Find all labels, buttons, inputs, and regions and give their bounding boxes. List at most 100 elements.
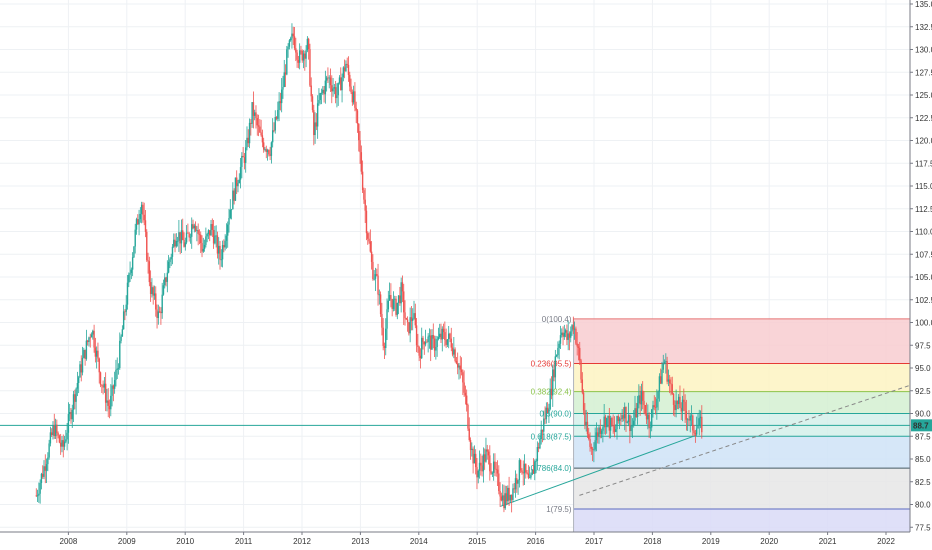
candle-up [448, 333, 450, 340]
candle-down [323, 89, 325, 95]
candle-down [685, 410, 688, 420]
candle-down [519, 460, 522, 471]
candle-up [409, 317, 411, 334]
candle-up [140, 204, 143, 214]
y-tick-label: 82.5 [915, 478, 931, 487]
candle-down [356, 110, 359, 124]
candle-down [304, 53, 306, 59]
candle-down [645, 413, 648, 420]
fib-level-label-1: 1(79.5) [546, 505, 572, 514]
candle-up [206, 234, 208, 237]
candle-up [218, 245, 220, 254]
candle-up [439, 333, 441, 338]
candle-down [216, 235, 219, 254]
candle-down [360, 152, 363, 172]
candle-down [354, 91, 356, 108]
candle-down [257, 125, 260, 127]
candle-down [612, 425, 614, 427]
candle-up [686, 419, 689, 421]
candle-down [445, 339, 447, 345]
candle-down [142, 204, 144, 215]
candle-up [277, 109, 279, 119]
candle-up [573, 328, 576, 330]
y-axis[interactable]: 77.5 80.0 82.5 85.0 87.5 90.0 92.5 95.0 97.5 100.… [909, 0, 932, 550]
candle-down [550, 388, 553, 396]
candle-down [415, 325, 418, 346]
candle-up [157, 311, 160, 319]
candle-up [135, 219, 138, 230]
candle-up [241, 155, 243, 168]
candle-down [372, 261, 374, 280]
candle-down [590, 446, 593, 449]
candle-up [237, 183, 239, 187]
candle-down [350, 86, 352, 93]
candle-down [99, 372, 102, 385]
candle-up [134, 229, 136, 247]
candle-down [309, 49, 311, 86]
candle-down [568, 333, 571, 338]
x-axis-background [0, 532, 932, 550]
candle-down [273, 130, 275, 132]
candle-down [653, 405, 655, 408]
candle-down [611, 417, 613, 426]
candle-down [418, 346, 420, 356]
candle-down [525, 463, 527, 473]
candle-down [500, 496, 503, 501]
candle-up [571, 325, 573, 332]
candle-up [523, 463, 526, 474]
drawings[interactable] [0, 381, 922, 507]
candle-down [454, 349, 456, 361]
candle-up [624, 406, 626, 419]
candle-up [43, 466, 45, 477]
candle-down [582, 392, 585, 411]
candle-down [659, 376, 662, 384]
candle-down [433, 338, 436, 351]
candle-up [512, 488, 514, 500]
x-tick-label: 2012 [293, 537, 311, 546]
candle-down [89, 337, 91, 339]
candle-up [220, 259, 222, 261]
fibonacci-retracement[interactable]: 0(100.4)0.236(95.5)0.382(92.4)0.5(90.0)0… [531, 315, 910, 532]
candle-down [42, 473, 44, 477]
candle-down [383, 345, 386, 349]
candle-up [278, 101, 280, 110]
candle-down [449, 333, 451, 339]
candle-down [104, 383, 107, 403]
candle-up [166, 272, 169, 282]
candle-down [666, 361, 668, 382]
candle-up [606, 418, 608, 428]
candle-up [314, 122, 316, 136]
candle-up [88, 337, 90, 343]
candles [35, 23, 703, 513]
candle-down [476, 467, 478, 478]
candle-up [473, 453, 476, 464]
candle-up [286, 49, 288, 75]
candle-up [594, 440, 596, 450]
candle-up [322, 89, 324, 93]
candle-down [474, 453, 477, 468]
candle-up [446, 339, 449, 345]
candle-down [496, 469, 499, 474]
trendline[interactable] [500, 434, 697, 507]
x-axis[interactable]: 2008 2009 2010 2011 2012 2013 2014 2015 2016 2017… [0, 531, 932, 550]
candle-up [600, 430, 603, 434]
candle-down [629, 415, 631, 432]
candle-up [661, 369, 663, 384]
candle-down [579, 347, 581, 361]
candle-down [370, 251, 373, 262]
candle-down [544, 418, 546, 420]
candle-down [201, 243, 203, 252]
candle-up [246, 137, 248, 148]
candle-up [557, 347, 559, 356]
candle-down [430, 335, 432, 350]
candle-up [374, 274, 377, 279]
candle-down [179, 232, 181, 244]
candle-up [681, 399, 684, 412]
candle-down [188, 233, 190, 238]
candle-down [508, 487, 510, 501]
y-tick-label: 110.0 [915, 228, 932, 237]
candle-down [468, 428, 470, 441]
